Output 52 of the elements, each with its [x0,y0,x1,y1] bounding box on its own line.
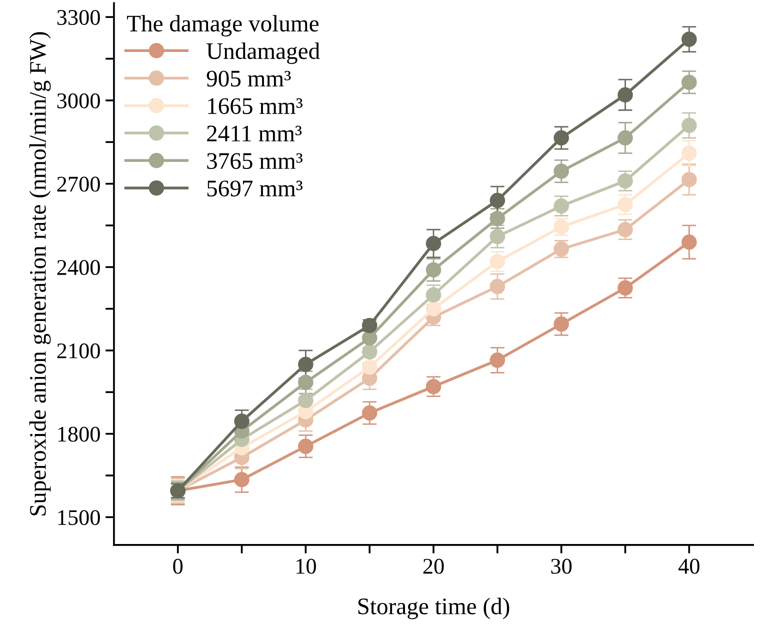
point [426,287,442,303]
point [426,236,442,252]
point [618,222,633,238]
point [298,438,314,454]
point [554,164,569,179]
y-axis-title: Superoxide anion generation rate (nmol/min/g FW) [29,32,51,516]
point [362,405,378,421]
point [362,359,378,375]
point [682,118,697,134]
point [426,262,442,278]
point [618,130,633,146]
x-tick-label: 10 [296,558,316,574]
x-axis-title: Storage time (d) [358,598,510,620]
point [554,130,569,146]
legend-label: 1665 mm³ [208,98,303,114]
x-tick-label: 40 [678,558,700,574]
point [490,192,506,208]
point [362,330,378,346]
legend-label: 905 mm³ [206,70,291,87]
point [490,352,506,368]
point [490,278,506,294]
point [234,414,250,429]
legend-label: Undamaged [206,42,320,64]
legend-label: 5697 mm³ [207,180,303,196]
y-tick-label: 2700 [57,176,100,192]
legend-label: 3765 mm³ [207,153,303,169]
point [234,472,250,488]
y-tick-label: 2400 [57,260,100,276]
point [682,146,697,161]
point [426,301,442,316]
y-tick-label: 1500 [58,510,100,526]
point [298,392,314,408]
point [682,234,697,250]
point [682,74,697,90]
point [554,316,569,332]
point [618,87,633,102]
point [490,228,506,244]
x-tick-label: 30 [551,558,572,574]
y-tick-label: 3300 [57,10,100,25]
y-tick-label: 2100 [57,343,100,358]
y-tick-label: 3000 [57,93,100,108]
point [298,356,314,372]
point [682,172,697,188]
point [362,344,378,360]
x-tick-label: 20 [423,558,444,574]
legend-label: 2411 mm³ [207,126,302,142]
x-tick-label: 0 [173,558,183,574]
y-tick-label: 1800 [58,426,100,442]
point [682,32,697,47]
point [298,374,314,390]
legend-title: The damage volume [126,14,318,36]
point [618,196,633,212]
